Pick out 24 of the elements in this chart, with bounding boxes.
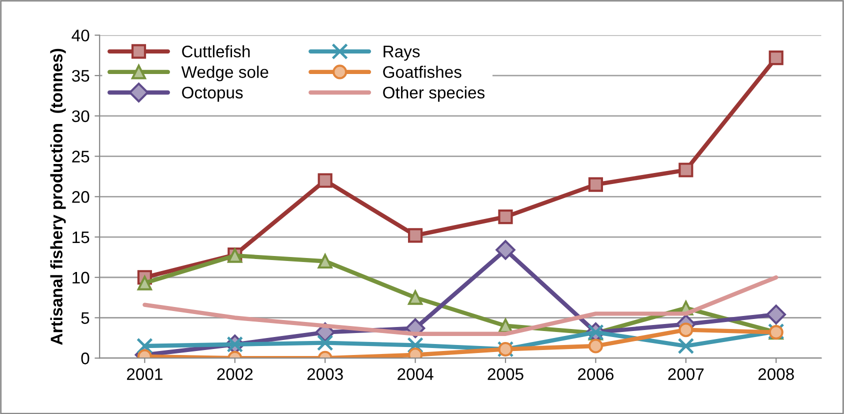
y-tick-label: 0 [81,352,90,364]
legend-label: Other species [383,86,485,102]
x-tick-label: 2003 [307,368,343,380]
y-tick-label: 15 [72,232,90,244]
x-tick-label: 2001 [126,368,162,380]
x-tick-label: 2007 [668,368,704,380]
x-tick-label: 2004 [398,368,434,380]
x-tick-label: 2002 [217,368,253,380]
legend-label: Wedge sole [181,66,268,82]
x-tick-label: 2008 [758,368,794,380]
legend-label: Octopus [182,86,243,102]
y-tick-label: 20 [72,191,90,203]
legend-label: Rays [384,46,420,61]
x-tick-label: 2005 [488,368,524,380]
y-axis-title: Artisanal fishery production (tonnes) [50,48,66,345]
y-tick-label: 30 [72,110,90,122]
legend-label: Goatfishes [383,66,462,78]
x-tick-label: 2006 [578,368,614,380]
y-tick-label: 40 [72,30,90,42]
y-tick-label: 5 [81,312,90,324]
y-tick-label: 25 [72,150,90,162]
y-tick-label: 35 [72,70,90,82]
legend-label: Cuttlefish [182,45,250,58]
y-tick-label: 10 [72,272,90,284]
